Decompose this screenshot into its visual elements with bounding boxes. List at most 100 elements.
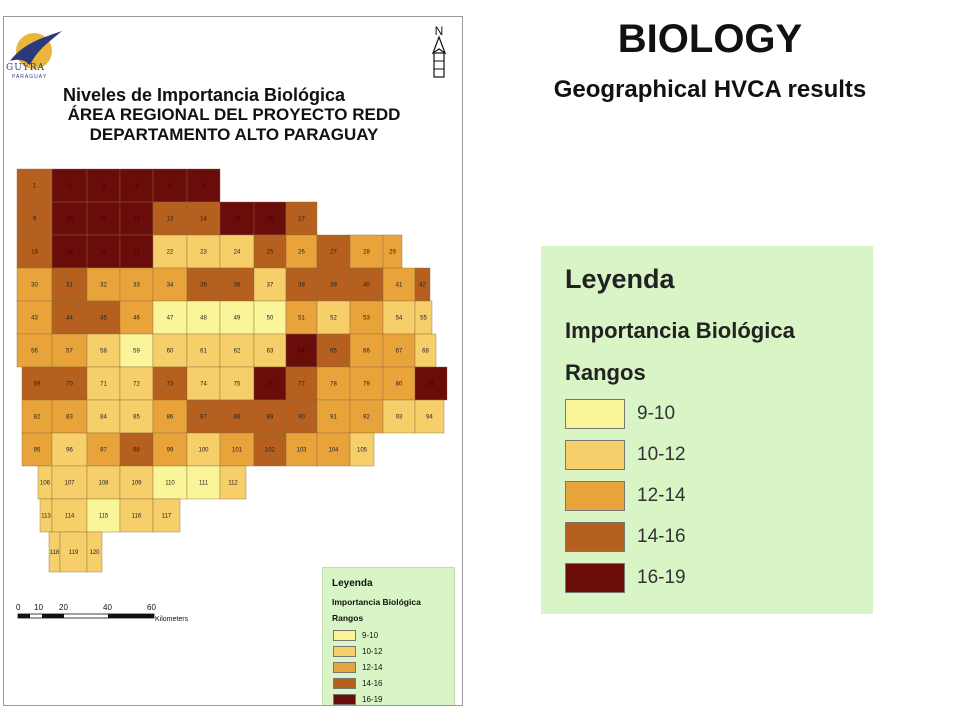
map-cell-label: 32 — [100, 283, 107, 289]
map-cell-14 — [186, 201, 221, 236]
map-cell-label: 49 — [234, 316, 241, 322]
map-cell-label: 23 — [200, 250, 207, 256]
map-cell-label: 92 — [363, 415, 370, 421]
map-cell-115 — [86, 498, 121, 533]
map-cell-116 — [119, 498, 154, 533]
map-cell-label: 10 — [66, 217, 73, 223]
map-cell-76 — [253, 366, 287, 401]
map-cell-label: 24 — [234, 250, 241, 256]
map-cell-109 — [119, 465, 154, 500]
map-cell-64 — [285, 333, 318, 368]
map-cell-label: 72 — [133, 382, 140, 388]
map-cell-24 — [219, 234, 255, 269]
map-cell-99 — [152, 432, 188, 467]
logo-subtext: PARAGUAY — [12, 74, 48, 80]
map-cell-label: 67 — [396, 349, 403, 355]
map-cell-101 — [219, 432, 255, 467]
legend-panel: Leyenda Importancia Biológica Rangos 9-1… — [541, 246, 873, 614]
legend-swatch — [565, 522, 625, 552]
map-legend-label: 12-14 — [362, 663, 383, 672]
map-legend-ranges-label: Rangos — [332, 613, 364, 623]
map-cell-label: 44 — [66, 316, 73, 322]
map-cell-label: 82 — [34, 415, 41, 421]
map-cell-label: 80 — [396, 382, 403, 388]
map-cell-94 — [414, 399, 445, 434]
map-cell-label: 29 — [389, 250, 396, 256]
map-cell-17 — [285, 201, 318, 236]
map-cell-70 — [51, 366, 88, 401]
map-cell-label: 55 — [420, 316, 427, 322]
map-cell-120 — [86, 531, 103, 573]
map-cell-label: 77 — [298, 382, 305, 388]
map-cell-label: 109 — [131, 481, 142, 487]
map-cell-60 — [152, 333, 188, 368]
map-cell-47 — [152, 300, 188, 335]
scale-tick-40: 40 — [103, 603, 112, 612]
map-cell-label: 112 — [228, 481, 238, 487]
map-cell-label: 31 — [66, 283, 73, 289]
map-cell-label: 50 — [267, 316, 274, 322]
map-legend-swatch — [333, 630, 356, 641]
map-cell-label: 6 — [202, 184, 206, 190]
map-cell-30 — [16, 267, 53, 302]
map-cell-label: 11 — [100, 217, 107, 223]
map-cell-label: 60 — [167, 349, 174, 355]
map-cell-27 — [316, 234, 351, 269]
map-cell-105 — [349, 432, 375, 467]
map-cell-label: 9 — [33, 217, 37, 223]
map-cell-28 — [349, 234, 384, 269]
map-cell-label: 16 — [267, 217, 274, 223]
map-cell-label: 17 — [298, 217, 305, 223]
map-cell-label: 22 — [167, 250, 174, 256]
map-cell-label: 105 — [357, 448, 368, 454]
map-cell-label: 40 — [363, 283, 370, 289]
map-cell-label: 57 — [66, 349, 73, 355]
map-cell-label: 25 — [267, 250, 274, 256]
map-cell-12 — [119, 201, 154, 236]
map-cell-44 — [51, 300, 88, 335]
legend-subtitle: Importancia Biológica — [565, 318, 795, 343]
map-cell-label: 13 — [167, 217, 174, 223]
map-cell-92 — [349, 399, 384, 434]
map-cell-label: 43 — [31, 316, 38, 322]
map-cell-83 — [51, 399, 88, 434]
map-legend-swatch — [333, 694, 356, 705]
map-cell-label: 85 — [133, 415, 140, 421]
map-cell-label: 91 — [330, 415, 337, 421]
map-cell-label: 87 — [200, 415, 207, 421]
legend-title: Leyenda — [565, 264, 675, 294]
map-cell-1 — [16, 168, 53, 203]
map-cell-label: 88 — [234, 415, 241, 421]
map-cell-75 — [219, 366, 255, 401]
map-cell-label: 1 — [33, 184, 37, 190]
map-cell-label: 63 — [267, 349, 274, 355]
map-title-line-1: Niveles de Importancia Biológica — [62, 85, 346, 105]
map-title-line-2: ÁREA REGIONAL DEL PROYECTO REDD — [67, 105, 401, 124]
map-cell-34 — [152, 267, 188, 302]
map-legend-label: 16-19 — [362, 695, 383, 704]
scale-tick-0: 0 — [16, 603, 21, 612]
map-cell-117 — [152, 498, 181, 533]
map-cell-label: 101 — [232, 448, 243, 454]
map-cell-label: 41 — [396, 283, 403, 289]
map-cell-label: 119 — [69, 550, 79, 556]
map-legend-title: Leyenda — [332, 578, 373, 589]
map-cell-label: 81 — [428, 382, 435, 388]
map-cell-62 — [219, 333, 255, 368]
map-cell-label: 114 — [65, 514, 75, 520]
map-cell-label: 93 — [396, 415, 403, 421]
map-cell-label: 5 — [168, 184, 172, 190]
map-cell-label: 68 — [422, 349, 429, 355]
map-cell-label: 26 — [298, 250, 305, 256]
map-cell-18 — [16, 234, 53, 269]
map-cell-74 — [186, 366, 221, 401]
map-cell-label: 94 — [426, 415, 433, 421]
map-legend: Leyenda Importancia Biológica Rangos 9-1… — [322, 567, 455, 705]
map-cell-57 — [51, 333, 88, 368]
north-arrow-icon: N — [431, 24, 447, 78]
map-cell-38 — [285, 267, 318, 302]
map-cell-label: 113 — [41, 514, 51, 520]
map-legend-label: 14-16 — [362, 679, 383, 688]
map-cell-label: 46 — [133, 316, 140, 322]
map-cell-label: 34 — [167, 283, 174, 289]
